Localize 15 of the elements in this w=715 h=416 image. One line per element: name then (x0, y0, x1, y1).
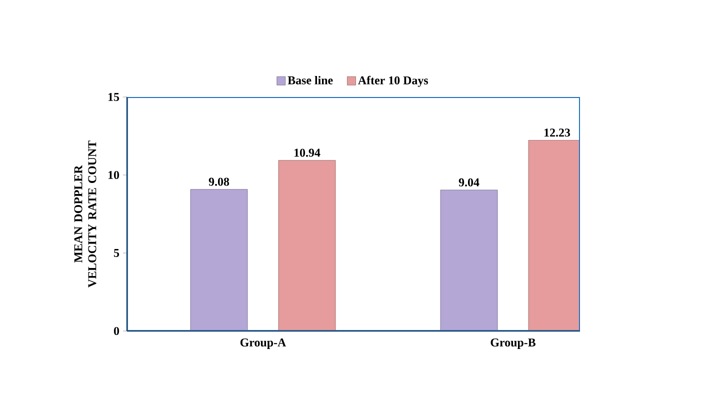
legend-label: After 10 Days (358, 76, 428, 87)
x-tick-label: Group-A (240, 338, 286, 349)
legend-label: Base line (288, 76, 333, 84)
data-label: 9.04 (458, 178, 480, 186)
x-tick-label: Group-B (490, 338, 536, 349)
y-tick-label: 15 (108, 92, 120, 101)
data-label: 10.94 (294, 148, 320, 157)
y-tick-label: 5 (114, 249, 120, 257)
data-label: 9.08 (208, 178, 230, 186)
bar (440, 190, 498, 331)
y-axis-title: MEAN DOPPLER VELOCITY RATE COUNT (74, 140, 96, 288)
y-tick-label: 0 (114, 326, 120, 336)
y-tick-label: 10 (108, 170, 120, 180)
bar (190, 189, 248, 331)
data-label: 12.23 (544, 128, 570, 137)
